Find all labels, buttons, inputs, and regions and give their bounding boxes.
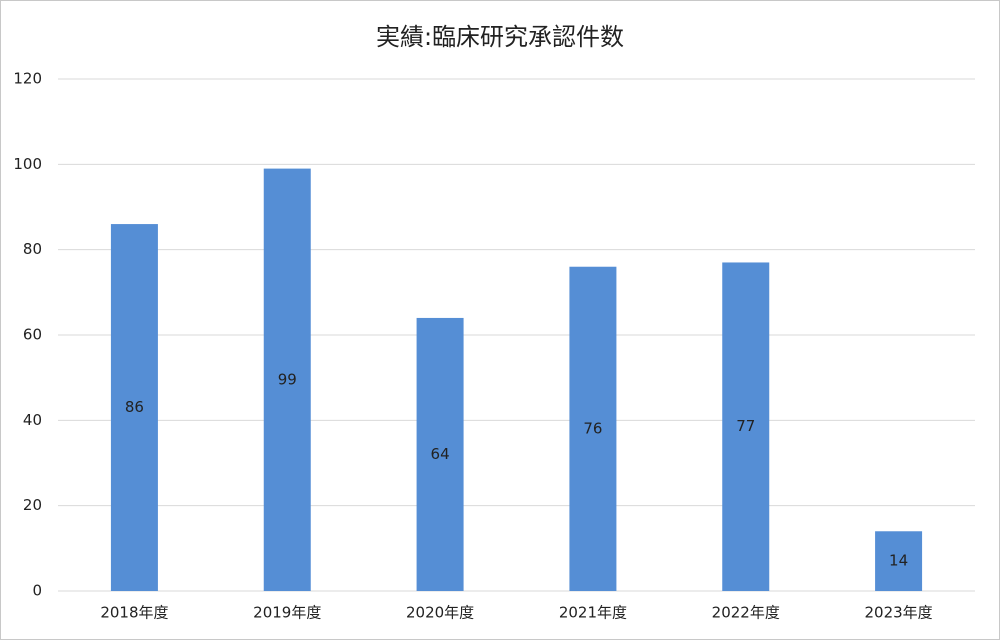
bar bbox=[722, 262, 770, 591]
x-tick-label: 2018年度 bbox=[100, 604, 168, 622]
bar bbox=[875, 531, 923, 591]
y-tick-label: 0 bbox=[32, 582, 42, 600]
x-tick-label: 2020年度 bbox=[406, 604, 474, 622]
data-label: 86 bbox=[125, 398, 144, 416]
bar bbox=[416, 317, 464, 591]
x-tick-label: 2023年度 bbox=[864, 604, 932, 622]
x-tick-label: 2022年度 bbox=[712, 604, 780, 622]
x-tick-label: 2021年度 bbox=[559, 604, 627, 622]
data-label: 14 bbox=[889, 552, 908, 570]
data-label: 99 bbox=[278, 370, 297, 388]
bar bbox=[569, 266, 617, 591]
y-tick-label: 20 bbox=[23, 496, 42, 514]
y-tick-label: 120 bbox=[13, 70, 42, 88]
y-tick-label: 80 bbox=[23, 240, 42, 258]
y-tick-label: 100 bbox=[13, 155, 42, 173]
bar bbox=[110, 224, 158, 592]
data-label: 77 bbox=[736, 417, 755, 435]
bar bbox=[263, 168, 311, 591]
x-tick-label: 2019年度 bbox=[253, 604, 321, 622]
data-label: 64 bbox=[431, 445, 450, 463]
chart-title: 実績:臨床研究承認件数 bbox=[376, 23, 624, 51]
y-tick-label: 60 bbox=[23, 326, 42, 344]
data-label: 76 bbox=[583, 419, 602, 437]
y-tick-label: 40 bbox=[23, 411, 42, 429]
